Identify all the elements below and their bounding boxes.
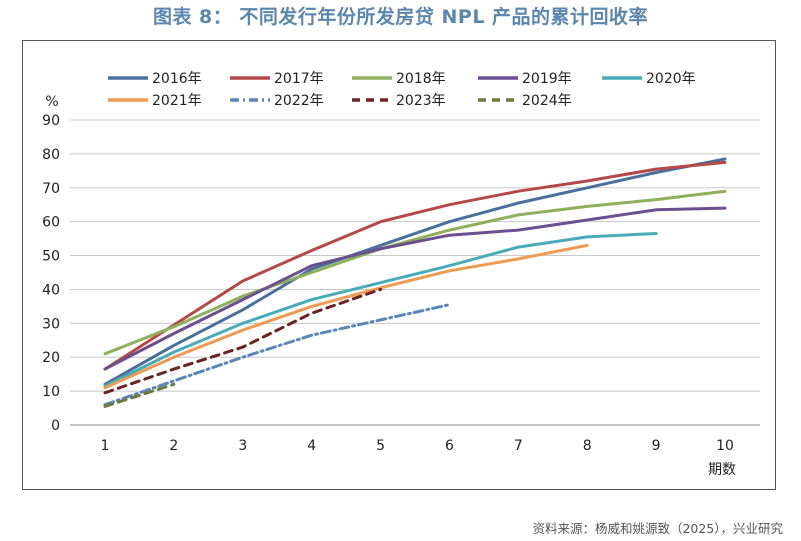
- y-tick-label: 80: [42, 147, 60, 163]
- y-tick-label: 70: [42, 181, 60, 197]
- y-axis-label: %: [45, 94, 58, 110]
- y-tick-label: 10: [42, 384, 60, 400]
- legend-label: 2023年: [396, 93, 446, 109]
- legend-label: 2024年: [522, 93, 572, 109]
- series-line-2020: [103, 232, 658, 388]
- y-tick-label: 30: [42, 316, 60, 332]
- series-line-2022: [103, 303, 451, 407]
- legend-label: 2017年: [274, 71, 324, 87]
- x-tick-label: 1: [101, 438, 110, 454]
- series-line-2023: [103, 287, 383, 395]
- series-line-2018: [103, 189, 727, 356]
- x-tick-label: 8: [583, 438, 592, 454]
- legend-label: 2019年: [522, 71, 572, 87]
- y-tick-label: 90: [42, 113, 60, 129]
- x-tick-label: 2: [169, 438, 178, 454]
- y-tick-label: 20: [42, 350, 60, 366]
- x-tick-label: 5: [376, 438, 385, 454]
- x-tick-label: 10: [716, 438, 734, 454]
- series-line-2019: [103, 206, 727, 371]
- legend-label: 2022年: [274, 93, 324, 109]
- x-axis-label: 期数: [708, 462, 736, 478]
- x-tick-label: 4: [307, 438, 316, 454]
- y-tick-label: 60: [42, 215, 60, 231]
- legend-label: 2021年: [152, 93, 202, 109]
- series-line-2024: [103, 382, 176, 408]
- legend-label: 2018年: [396, 71, 446, 87]
- y-tick-label: 50: [42, 249, 60, 265]
- x-tick-label: 7: [514, 438, 523, 454]
- series-line-2017: [103, 160, 727, 371]
- x-tick-label: 9: [652, 438, 661, 454]
- legend-label: 2016年: [152, 71, 202, 87]
- page-title: 图表 8： 不同发行年份所发房贷 NPL 产品的累计回收率: [152, 6, 649, 28]
- y-tick-label: 40: [42, 282, 60, 298]
- legend-label: 2020年: [646, 71, 696, 87]
- x-tick-label: 3: [238, 438, 247, 454]
- y-tick-label: 0: [51, 418, 60, 434]
- series-line-2016: [103, 157, 727, 386]
- series-line-2021: [103, 243, 589, 390]
- x-tick-label: 6: [445, 438, 454, 454]
- chart-frame: [22, 40, 776, 490]
- source-note: 资料来源：杨威和姚源致（2025），兴业研究: [532, 521, 783, 536]
